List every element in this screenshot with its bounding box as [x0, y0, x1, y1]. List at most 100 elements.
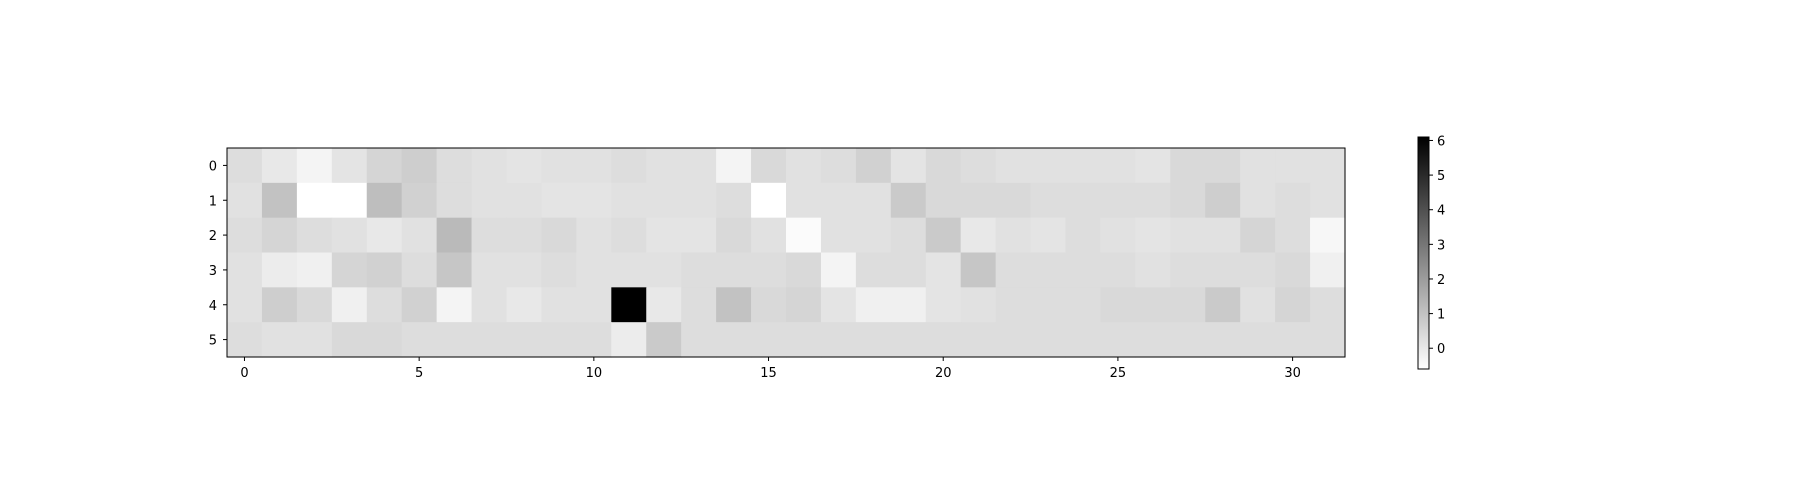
heatmap-cell	[890, 182, 927, 219]
heatmap-cell	[1065, 148, 1102, 184]
heatmap-cell	[925, 287, 962, 323]
heatmap-cell	[1065, 322, 1102, 358]
heatmap-cell	[820, 217, 857, 254]
heatmap-cell	[471, 287, 508, 323]
heatmap-cell	[471, 148, 508, 184]
heatmap-cell	[576, 182, 612, 219]
heatmap-cell	[436, 322, 473, 358]
heatmap-cell	[890, 148, 927, 184]
x-tick-label: 5	[415, 366, 423, 381]
heatmap-cell	[786, 182, 822, 219]
heatmap-cell	[541, 287, 577, 323]
colorbar-axis: 0 1 2 3 4 5 6	[1429, 134, 1445, 357]
heatmap-cell	[611, 252, 647, 288]
heatmap-cell	[436, 287, 473, 323]
heatmap-cell	[331, 217, 368, 254]
x-axis: 0 5 10 15 20 25 30	[240, 357, 1301, 381]
heatmap-cell	[1275, 287, 1311, 323]
heatmap-cell	[331, 182, 368, 219]
heatmap-cell	[646, 252, 682, 288]
heatmap-cell	[401, 287, 438, 323]
heatmap-cell	[261, 287, 298, 323]
heatmap-cell	[1065, 182, 1102, 219]
heatmap-cell	[1100, 217, 1136, 254]
heatmap-cell	[1030, 148, 1067, 184]
heatmap-cell	[436, 252, 473, 288]
x-tick-label: 30	[1284, 366, 1301, 381]
heatmap-cell	[855, 182, 892, 219]
y-tick-label: 2	[209, 229, 217, 244]
heatmap-cell	[611, 322, 647, 358]
heatmap-cell	[576, 252, 612, 288]
heatmap-cell	[296, 182, 333, 219]
x-tick-label: 25	[1110, 366, 1127, 381]
heatmap-cell	[1170, 322, 1206, 358]
heatmap-cell	[1100, 182, 1136, 219]
heatmap-cell	[1170, 252, 1206, 288]
heatmap-cell	[751, 182, 787, 219]
heatmap-cell	[1170, 217, 1206, 254]
heatmap-cell	[541, 217, 577, 254]
y-axis: 0 1 2 3 4 5	[209, 159, 227, 349]
heatmap-cell	[1205, 287, 1241, 323]
heatmap-cell	[751, 322, 787, 358]
heatmap-cell	[1310, 217, 1346, 254]
heatmap-cell	[506, 182, 543, 219]
heatmap-cell	[1310, 182, 1346, 219]
heatmap-cell	[1030, 287, 1067, 323]
heatmap-cell	[611, 182, 647, 219]
heatmap-cell	[331, 148, 368, 184]
heatmap-cell	[401, 252, 438, 288]
heatmap-cell	[366, 182, 403, 219]
heatmap-cell	[751, 217, 787, 254]
heatmap-cell	[960, 148, 997, 184]
heatmap-cell	[366, 252, 403, 288]
heatmap-cell	[995, 217, 1032, 254]
heatmap-cell	[751, 287, 787, 323]
heatmap-cell	[1205, 322, 1241, 358]
heatmap-cell	[1170, 148, 1206, 184]
y-tick-label: 0	[209, 159, 217, 174]
heatmap-cell	[1240, 148, 1276, 184]
heatmap-cell	[786, 148, 822, 184]
heatmap-cell	[820, 322, 857, 358]
heatmap-cell	[401, 148, 438, 184]
heatmap-cell	[366, 287, 403, 323]
heatmap-cell	[227, 182, 263, 219]
heatmap-cell	[331, 322, 368, 358]
heatmap-cell	[1205, 148, 1241, 184]
heatmap-cell	[1135, 182, 1171, 219]
heatmap-cell	[436, 148, 473, 184]
heatmap-cell	[995, 322, 1032, 358]
heatmap-cell	[436, 182, 473, 219]
heatmap-cell	[227, 148, 263, 184]
heatmap-cell	[960, 182, 997, 219]
heatmap-cell	[1065, 217, 1102, 254]
heatmap-cell	[1065, 287, 1102, 323]
heatmap-cell	[960, 252, 997, 288]
heatmap-cell	[1100, 252, 1136, 288]
heatmap-cell	[995, 252, 1032, 288]
heatmap-cell	[331, 252, 368, 288]
heatmap-cell	[646, 322, 682, 358]
heatmap-cell	[716, 182, 752, 219]
heatmap-cell	[786, 322, 822, 358]
heatmap-cell	[576, 217, 612, 254]
heatmap-cell	[576, 148, 612, 184]
heatmap-cell	[751, 148, 787, 184]
heatmap-cell	[960, 217, 997, 254]
heatmap-cell	[227, 217, 263, 254]
heatmap-cell	[1030, 322, 1067, 358]
heatmap-cell	[1100, 287, 1136, 323]
heatmap-cell	[716, 217, 752, 254]
y-tick-label: 4	[209, 299, 217, 314]
colorbar-tick-label: 1	[1437, 308, 1445, 323]
heatmap-cell	[1310, 322, 1346, 358]
heatmap-cell	[576, 322, 612, 358]
heatmap-cell	[1205, 217, 1241, 254]
heatmap-cell	[227, 252, 263, 288]
heatmap-cell	[541, 322, 577, 358]
heatmap-cell	[611, 287, 647, 323]
heatmap-cell	[925, 252, 962, 288]
heatmap-cell	[681, 287, 717, 323]
